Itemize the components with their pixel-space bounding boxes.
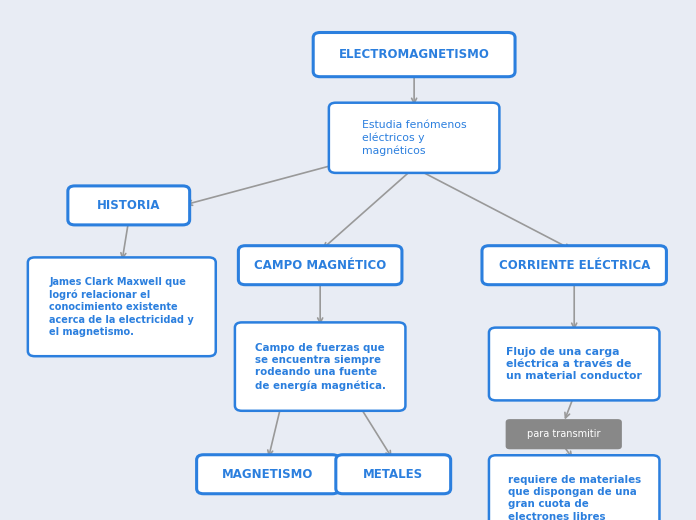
FancyBboxPatch shape: [489, 456, 659, 520]
Text: MAGNETISMO: MAGNETISMO: [222, 468, 314, 480]
FancyBboxPatch shape: [489, 328, 659, 400]
FancyBboxPatch shape: [196, 454, 339, 494]
Text: Flujo de una carga
eléctrica a través de
un material conductor: Flujo de una carga eléctrica a través de…: [506, 347, 642, 381]
Text: HISTORIA: HISTORIA: [97, 199, 161, 212]
FancyBboxPatch shape: [313, 32, 515, 76]
Text: ELECTROMAGNETISMO: ELECTROMAGNETISMO: [339, 48, 489, 61]
FancyBboxPatch shape: [235, 322, 405, 411]
Text: METALES: METALES: [363, 468, 423, 480]
Text: Campo de fuerzas que
se encuentra siempre
rodeando una fuente
de energía magnéti: Campo de fuerzas que se encuentra siempr…: [255, 343, 386, 391]
FancyBboxPatch shape: [335, 454, 451, 494]
Text: para transmitir: para transmitir: [527, 429, 601, 439]
Text: CAMPO MAGNÉTICO: CAMPO MAGNÉTICO: [254, 259, 386, 271]
FancyBboxPatch shape: [329, 102, 500, 173]
Text: James Clark Maxwell que
logró relacionar el
conocimiento existente
acerca de la : James Clark Maxwell que logró relacionar…: [49, 277, 194, 337]
FancyBboxPatch shape: [238, 245, 402, 285]
FancyBboxPatch shape: [68, 186, 189, 225]
FancyBboxPatch shape: [505, 419, 622, 449]
Text: CORRIENTE ELÉCTRICA: CORRIENTE ELÉCTRICA: [498, 259, 650, 271]
Text: requiere de materiales
que dispongan de una
gran cuota de
electrones libres: requiere de materiales que dispongan de …: [507, 475, 641, 520]
FancyBboxPatch shape: [482, 245, 666, 285]
Text: Estudia fenómenos
eléctricos y
magnéticos: Estudia fenómenos eléctricos y magnético…: [362, 120, 466, 156]
FancyBboxPatch shape: [28, 257, 216, 356]
